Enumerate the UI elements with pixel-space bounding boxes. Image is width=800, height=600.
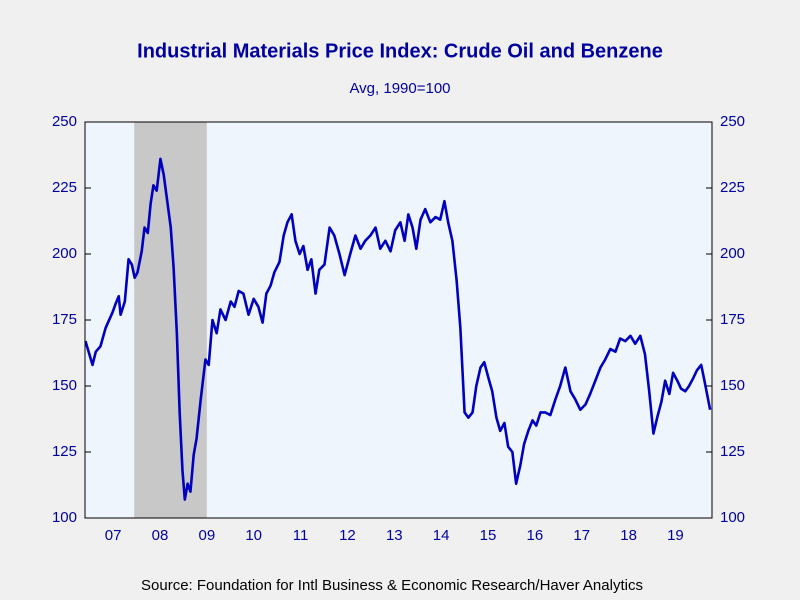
x-tick-label: 18 <box>620 527 637 544</box>
x-tick-label: 14 <box>433 527 450 544</box>
plot <box>84 122 712 518</box>
y2-tick-label: 175 <box>720 311 745 328</box>
chart-subtitle: Avg, 1990=100 <box>349 80 450 97</box>
y-tick-label: 100 <box>52 509 77 526</box>
x-tick-label: 12 <box>339 527 356 544</box>
x-tick-label: 09 <box>198 527 215 544</box>
y-tick-label: 125 <box>52 443 77 460</box>
x-tick-label: 16 <box>527 527 544 544</box>
recession-shading <box>134 122 207 518</box>
x-tick-label: 11 <box>293 527 309 544</box>
y2-tick-label: 100 <box>720 509 745 526</box>
y2-tick-label: 150 <box>720 377 745 394</box>
y2-tick-label: 200 <box>720 245 745 262</box>
x-tick-label: 10 <box>245 527 262 544</box>
data-line <box>84 157 712 501</box>
y-tick-label: 175 <box>52 311 77 328</box>
y-tick-label: 200 <box>52 245 77 262</box>
x-tick-label: 19 <box>667 527 684 544</box>
y-tick-label: 225 <box>52 179 77 196</box>
y-tick-label: 150 <box>52 377 77 394</box>
x-tick-label: 07 <box>105 527 122 544</box>
y-tick-label: 250 <box>52 113 77 130</box>
x-tick-label: 13 <box>386 527 403 544</box>
chart-title: Industrial Materials Price Index: Crude … <box>137 40 663 62</box>
x-tick-label: 15 <box>480 527 497 544</box>
y2-tick-label: 250 <box>720 113 745 130</box>
source-note: Source: Foundation for Intl Business & E… <box>141 577 643 594</box>
x-tick-label: 17 <box>573 527 590 544</box>
y2-tick-label: 225 <box>720 179 745 196</box>
y2-tick-label: 125 <box>720 443 745 460</box>
x-tick-label: 08 <box>152 527 169 544</box>
